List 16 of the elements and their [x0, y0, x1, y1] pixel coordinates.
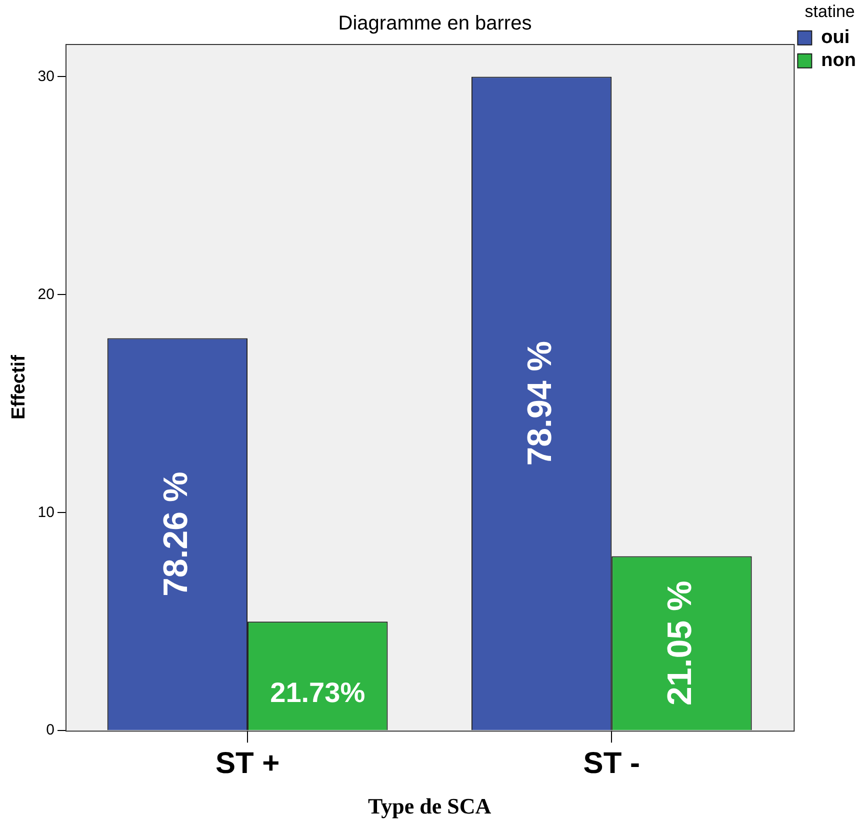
chart-title: Diagramme en barres — [338, 12, 532, 35]
annotation: 21.73% — [270, 676, 366, 708]
y-tick-label: 10 — [38, 504, 54, 521]
legend-label: non — [821, 50, 856, 72]
legend-title: statine — [804, 2, 855, 22]
y-tick-label: 30 — [38, 68, 54, 85]
x-tick-label: ST + — [215, 746, 280, 780]
annotation: 78.94 % — [520, 341, 559, 466]
annotation: 21.05 % — [661, 580, 700, 706]
legend-label: oui — [821, 27, 850, 48]
x-axis-title: Type de SCA — [368, 793, 492, 818]
y-tick-label: 0 — [46, 722, 54, 739]
x-tick-label: ST - — [583, 746, 640, 780]
annotation: 78.26 % — [156, 472, 195, 597]
y-axis-title: Effectif — [8, 354, 30, 420]
y-tick-label: 20 — [38, 286, 54, 303]
